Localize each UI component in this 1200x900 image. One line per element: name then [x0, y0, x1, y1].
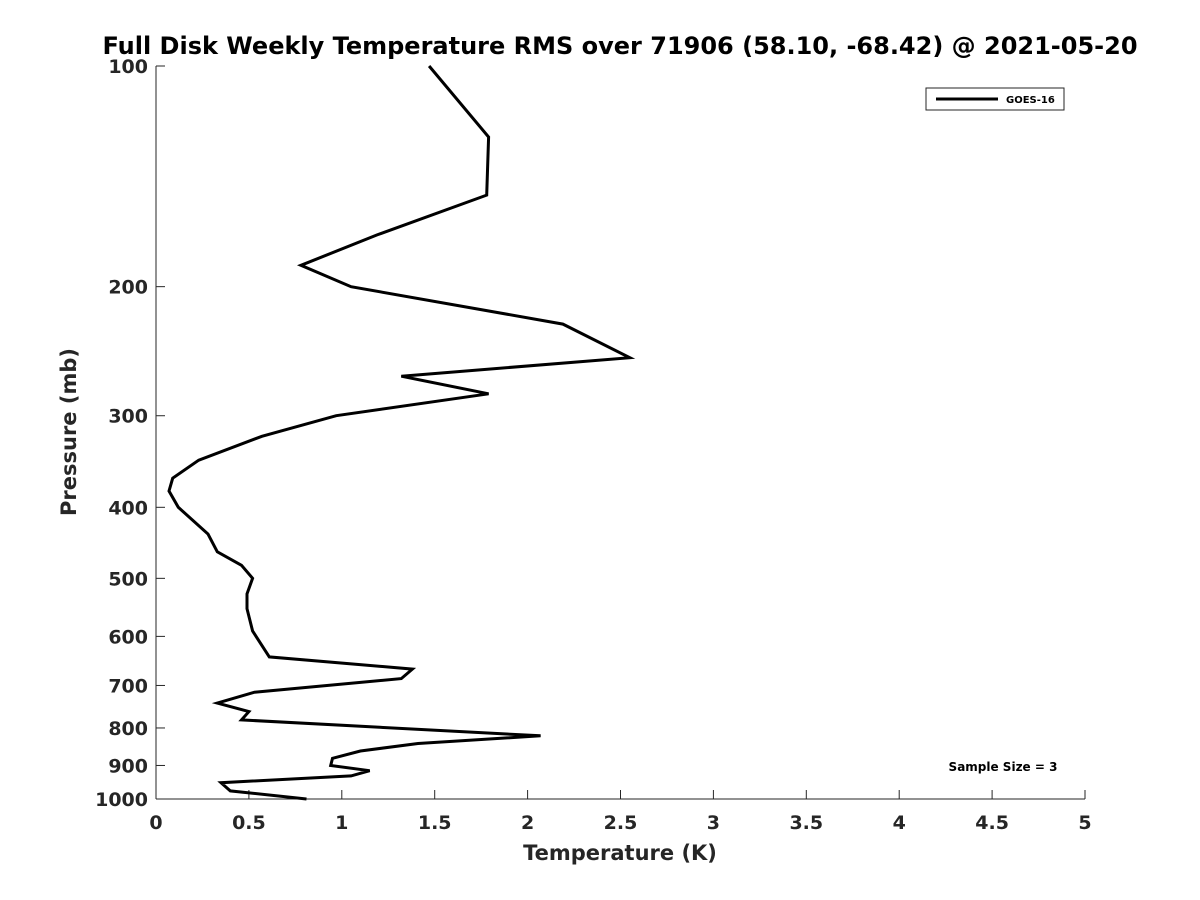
x-tick-label: 0.5	[232, 812, 266, 834]
x-tick-label: 5	[1078, 812, 1091, 834]
x-tick-label: 2.5	[604, 812, 638, 834]
legend: GOES-16	[925, 87, 1065, 111]
y-tick-label: 500	[108, 568, 148, 590]
y-tick-label: 900	[108, 755, 148, 777]
sample-size-annotation: Sample Size = 3	[949, 760, 1058, 774]
x-axis-label: Temperature (K)	[523, 841, 717, 865]
series-line-goes-16	[167, 65, 636, 801]
y-tick-label: 600	[108, 626, 148, 648]
y-axis-label: Pressure (mb)	[57, 348, 81, 516]
x-tick-label: 1.5	[418, 812, 452, 834]
chart-title: Full Disk Weekly Temperature RMS over 71…	[102, 32, 1137, 60]
y-tick-label: 100	[108, 56, 148, 78]
x-tick-label: 0	[149, 812, 162, 834]
y-tick-label: 300	[108, 406, 148, 428]
x-tick-group: 0 0.5 1 1.5 2 2.5 3 3.5 4 4.5 5	[149, 790, 1092, 834]
x-tick-label: 4.5	[975, 812, 1009, 834]
y-tick-label: 800	[108, 718, 148, 740]
y-tick-group: 100 200 300 400 500 600 700 800 900 1000	[95, 56, 165, 811]
y-tick-label: 400	[108, 497, 148, 519]
y-tick-label: 1000	[95, 789, 148, 811]
series-layer	[167, 65, 636, 801]
x-tick-label: 3.5	[789, 812, 823, 834]
x-tick-label: 4	[893, 812, 906, 834]
x-tick-label: 1	[335, 812, 348, 834]
x-tick-label: 3	[707, 812, 720, 834]
y-tick-label: 200	[108, 277, 148, 299]
legend-label-goes-16: GOES-16	[1006, 95, 1055, 106]
y-tick-label: 700	[108, 675, 148, 697]
x-tick-label: 2	[521, 812, 534, 834]
